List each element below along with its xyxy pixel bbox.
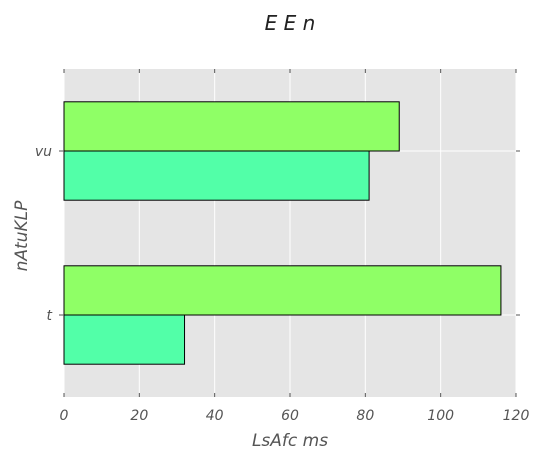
y-tick-label: t bbox=[47, 308, 53, 324]
ticks: 0 20 40 60 80 100 120 t vu bbox=[35, 69, 530, 424]
bars bbox=[63, 101, 502, 365]
bar-vu-series-1 bbox=[63, 150, 370, 201]
x-tick-label: 40 bbox=[206, 408, 224, 424]
x-tick-label: 100 bbox=[427, 408, 454, 424]
x-tick-label: 20 bbox=[130, 408, 148, 424]
x-tick-label: 0 bbox=[60, 408, 69, 424]
x-tick-label: 120 bbox=[503, 408, 530, 424]
x-tick-label: 60 bbox=[281, 408, 299, 424]
x-tick-label: 80 bbox=[356, 408, 374, 424]
y-tick-label: vu bbox=[35, 144, 52, 160]
y-axis-label: nAtuKLP bbox=[12, 200, 32, 271]
bar-vu-series-2 bbox=[63, 101, 400, 152]
chart-title: E E n bbox=[265, 11, 316, 35]
bar-t-series-2 bbox=[63, 265, 502, 316]
x-axis-label: LsAfc ms bbox=[252, 431, 328, 451]
bar-t-series-1 bbox=[63, 314, 186, 365]
